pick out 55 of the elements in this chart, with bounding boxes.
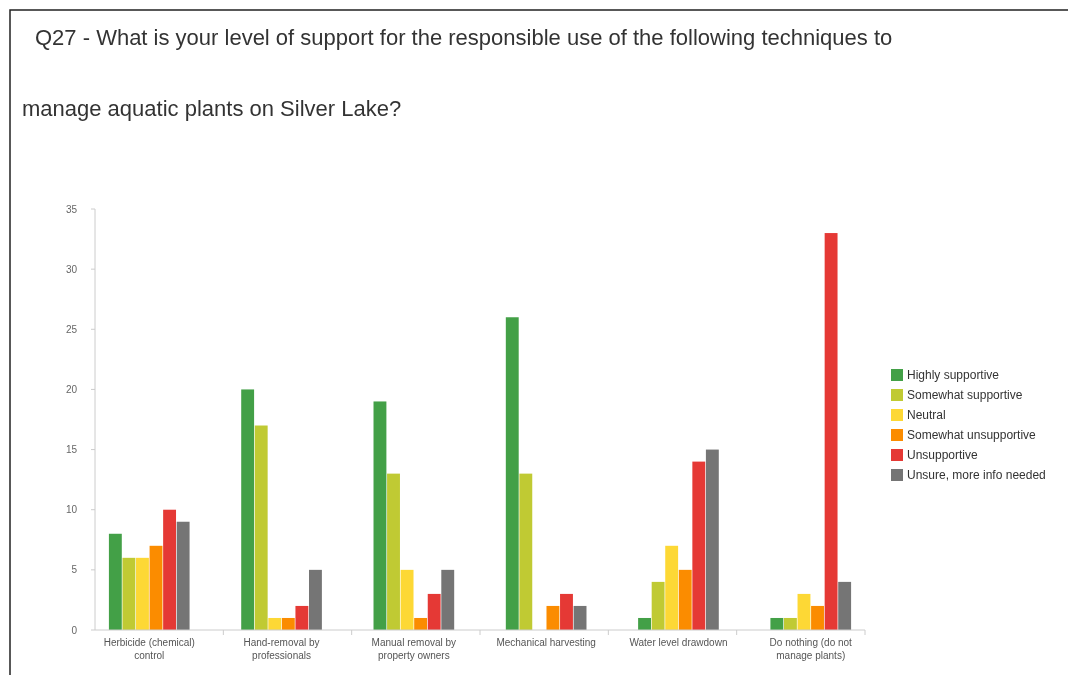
x-tick-label: Water level drawdown [629,637,728,648]
bar [651,581,665,630]
y-tick-label: 5 [71,564,78,576]
bar [281,617,295,630]
x-tick-label: Herbicide (chemical) control [103,637,195,661]
bar [678,569,692,630]
bar [441,569,455,630]
bar [705,449,719,630]
bar [665,545,679,630]
bar [560,593,573,630]
legend-label: Unsupportive [907,448,979,463]
y-tick-label: 10 [65,504,78,516]
bar [783,617,797,630]
bar [519,473,533,630]
y-tick-label: 35 [65,203,78,215]
bar [546,605,560,630]
chart-title: Q27 - What is your level of support for the responsible use of the following techniques to manage aquatic plants on Silver Lake? [22,25,893,121]
bar [149,545,163,630]
bar [268,617,282,630]
y-tick-label: 30 [65,263,78,275]
legend-label: Somewhat unsupportive [907,428,1037,443]
bar [838,581,852,630]
bar [811,605,824,630]
bar [176,521,190,630]
y-tick-label: 20 [65,383,78,395]
bar [427,593,441,630]
bar [824,233,838,630]
bar [400,569,414,630]
legend-label: Highly supportive [907,368,1000,383]
y-tick-label: 0 [71,624,78,636]
x-tick-label: Hand-removal by professionals [243,637,320,661]
bar [414,617,428,630]
bar [309,569,322,630]
bar [122,557,136,630]
bar [373,401,387,630]
bar [797,593,811,630]
x-tick-label: Manual removal by property owners [371,637,457,661]
x-tick-label: Mechanical harvesting [496,637,596,648]
bar [108,533,122,630]
x-tick-label: Do nothing (do not manage plants) [769,637,853,661]
legend-label: Unsure, more info needed [907,468,1046,483]
bar [770,617,784,630]
legend-label: Neutral [907,408,946,423]
bar [692,461,706,630]
y-tick-label: 15 [65,444,78,456]
bar [254,425,268,630]
legend-label: Somewhat supportive [907,388,1023,403]
bar [387,473,400,630]
bar [638,617,651,630]
bar [241,389,255,630]
bar [136,557,149,630]
bar [295,605,309,630]
bar [505,317,519,630]
bar [163,509,177,630]
y-tick-label: 25 [65,323,78,335]
